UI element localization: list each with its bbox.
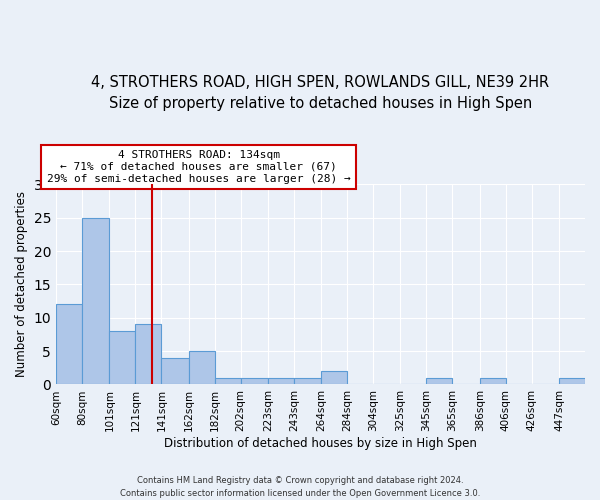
Bar [136,324,161,384]
Bar [109,331,136,384]
Bar [480,378,506,384]
Bar [559,378,585,384]
Bar [241,378,268,384]
Text: Contains HM Land Registry data © Crown copyright and database right 2024.
Contai: Contains HM Land Registry data © Crown c… [120,476,480,498]
Bar [82,218,109,384]
Bar [427,378,452,384]
Title: 4, STROTHERS ROAD, HIGH SPEN, ROWLANDS GILL, NE39 2HR
Size of property relative : 4, STROTHERS ROAD, HIGH SPEN, ROWLANDS G… [91,75,550,111]
X-axis label: Distribution of detached houses by size in High Spen: Distribution of detached houses by size … [164,437,477,450]
Bar [161,358,188,384]
Y-axis label: Number of detached properties: Number of detached properties [15,192,28,378]
Bar [268,378,294,384]
Bar [215,378,241,384]
Bar [188,351,215,384]
Bar [294,378,321,384]
Bar [56,304,82,384]
Bar [321,371,347,384]
Text: 4 STROTHERS ROAD: 134sqm
← 71% of detached houses are smaller (67)
29% of semi-d: 4 STROTHERS ROAD: 134sqm ← 71% of detach… [47,150,351,184]
